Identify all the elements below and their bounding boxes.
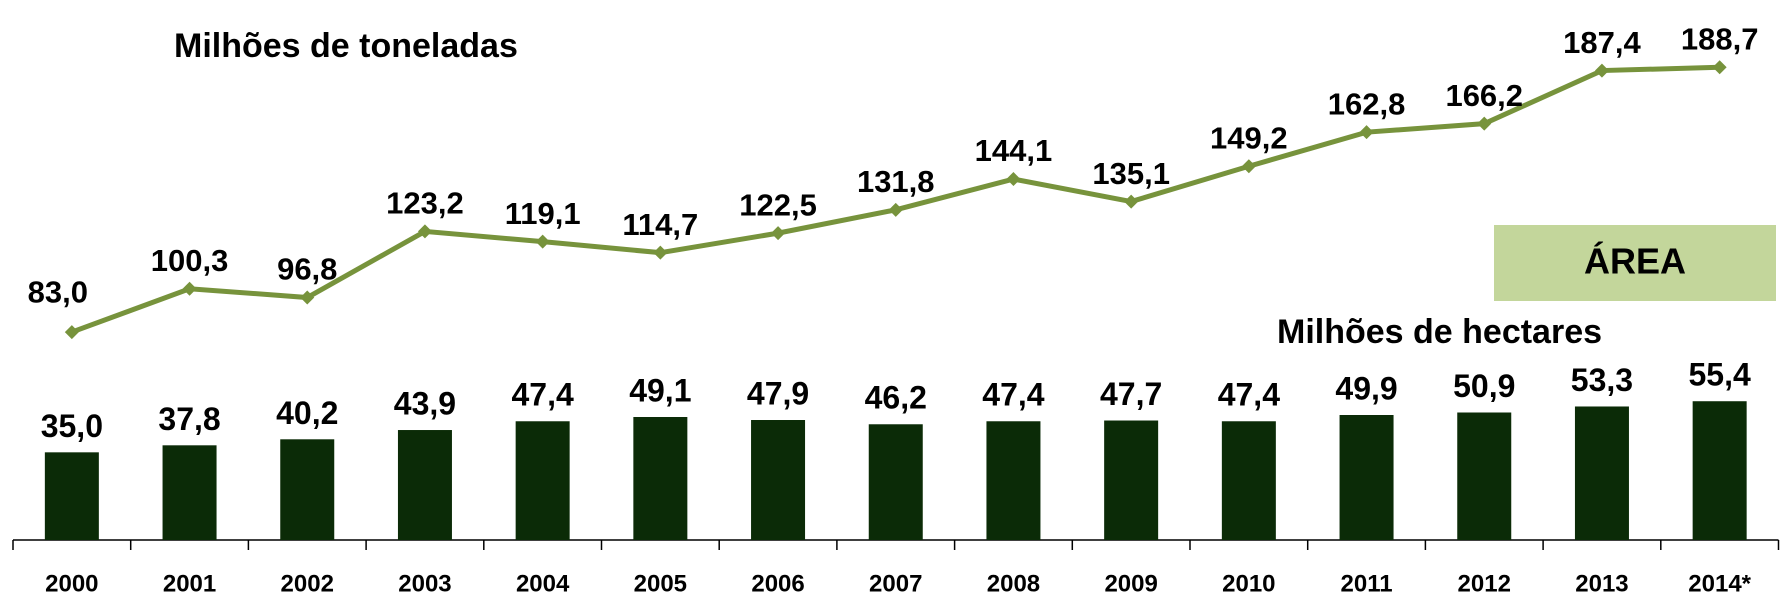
line-marker (1359, 125, 1374, 140)
bar (44, 452, 99, 540)
line-label: 119,1 (505, 196, 581, 231)
bar-label: 49,1 (629, 372, 691, 408)
bar (1574, 406, 1629, 540)
x-tick-label: 2008 (987, 570, 1040, 597)
x-tick-label: 2003 (398, 570, 451, 597)
line-label: 188,7 (1681, 21, 1759, 56)
bar-label: 37,8 (158, 401, 220, 437)
line-marker (888, 202, 903, 217)
bar-label: 47,9 (747, 375, 809, 411)
line-marker (1241, 159, 1256, 174)
line-label: 96,8 (277, 252, 337, 287)
line-marker (417, 224, 432, 239)
annotation-box (1494, 225, 1776, 301)
line-marker (653, 245, 668, 260)
line-label: 187,4 (1563, 25, 1641, 60)
x-tick-label: 2011 (1341, 570, 1393, 597)
bar-label: 40,2 (276, 395, 338, 431)
bar-label: 47,4 (982, 377, 1044, 413)
bar (162, 445, 217, 540)
x-tick-label: 2006 (751, 570, 804, 597)
bar-label: 43,9 (394, 385, 456, 421)
bar (280, 439, 335, 540)
line-label: 144,1 (975, 133, 1053, 168)
annotation: ÁREA (1584, 241, 1686, 282)
x-tick-label: 2007 (869, 570, 922, 597)
bar (868, 424, 923, 540)
bar (986, 421, 1041, 540)
line-marker (1477, 116, 1492, 131)
bar-label: 47,7 (1100, 376, 1162, 412)
bar (1339, 415, 1394, 540)
x-tick-label: 2000 (45, 570, 98, 597)
bar (1104, 420, 1159, 540)
bar-label: 55,4 (1689, 357, 1751, 393)
bar (1221, 421, 1276, 540)
bar (1457, 412, 1512, 540)
bar (633, 417, 688, 540)
line-marker (1006, 172, 1021, 187)
line-marker (1712, 60, 1727, 75)
x-tick-label: 2002 (281, 570, 334, 597)
chart-title: Milhões de toneladas (174, 27, 518, 65)
x-tick-label: 2014* (1688, 570, 1751, 597)
chart-subtitle: Milhões de hectares (1277, 313, 1602, 351)
bar (1692, 401, 1747, 540)
bar-label: 47,4 (512, 377, 574, 413)
line-label: 166,2 (1445, 78, 1523, 113)
bar (751, 420, 806, 540)
x-tick-label: 2004 (516, 570, 570, 597)
bar-label: 49,9 (1335, 370, 1397, 406)
line-label: 131,8 (857, 164, 935, 199)
line-marker (1594, 63, 1609, 78)
line-label: 162,8 (1328, 86, 1406, 121)
line-marker (1124, 194, 1139, 209)
line-marker (300, 290, 315, 305)
bar (515, 421, 570, 540)
bar-label: 50,9 (1453, 368, 1515, 404)
line-label: 100,3 (151, 243, 229, 278)
bar-label: 53,3 (1571, 362, 1633, 398)
bar-label: 35,0 (41, 408, 103, 444)
bar (397, 430, 452, 540)
line-label: 135,1 (1092, 156, 1170, 191)
bar-label: 47,4 (1218, 377, 1280, 413)
x-tick-label: 2009 (1104, 570, 1157, 597)
x-tick-label: 2013 (1575, 570, 1628, 597)
line-marker (182, 281, 197, 296)
line-label: 123,2 (386, 186, 464, 221)
line-label: 114,7 (622, 207, 698, 242)
x-tick-label: 2012 (1458, 570, 1511, 597)
line-label: 122,5 (739, 187, 817, 222)
line-label: 149,2 (1210, 120, 1288, 155)
line-marker (771, 226, 786, 241)
x-tick-label: 2005 (634, 570, 687, 597)
line-marker (535, 234, 550, 249)
line-label: 83,0 (28, 274, 88, 309)
x-tick-label: 2001 (163, 570, 216, 597)
line-marker (64, 325, 79, 340)
bar-label: 46,2 (865, 380, 927, 416)
x-tick-label: 2010 (1222, 570, 1275, 597)
